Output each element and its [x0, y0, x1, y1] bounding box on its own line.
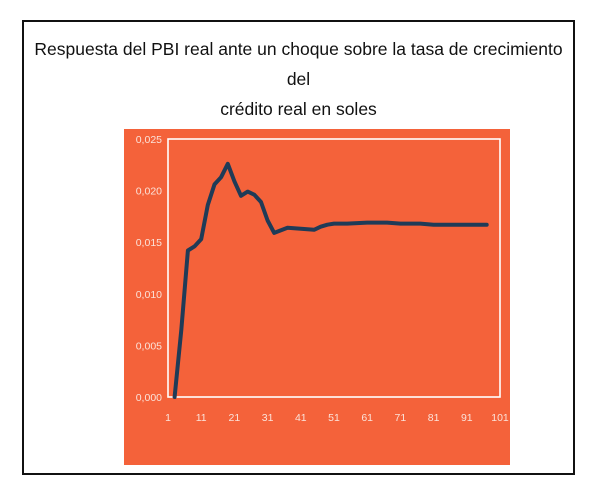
- y-tick-label: 0,020: [136, 186, 162, 198]
- chart-frame: Respuesta del PBI real ante un choque so…: [22, 20, 575, 475]
- x-tick-label: 21: [229, 412, 241, 424]
- x-tick-label: 51: [328, 412, 340, 424]
- x-tick-label: 41: [295, 412, 307, 424]
- chart-background: [124, 129, 510, 465]
- x-tick-label: 101: [491, 412, 509, 424]
- x-tick-label: 11: [196, 412, 207, 424]
- y-tick-label: 0,005: [136, 340, 162, 352]
- series-line: [172, 161, 489, 399]
- x-tick-label: 31: [262, 412, 274, 424]
- x-tick-label: 71: [395, 412, 407, 424]
- y-tick-label: 0,000: [136, 392, 162, 404]
- y-tick-label: 0,015: [136, 237, 162, 249]
- y-tick-label: 0,025: [136, 134, 162, 146]
- x-tick-label: 81: [428, 412, 440, 424]
- chart-title: Respuesta del PBI real ante un choque so…: [24, 34, 573, 124]
- plot-area-border: [167, 138, 501, 398]
- chart-title-line-1: Respuesta del PBI real ante un choque so…: [34, 39, 563, 89]
- x-tick-label: 1: [165, 412, 171, 424]
- x-tick-label: 61: [361, 412, 373, 424]
- x-tick-label: 91: [461, 412, 473, 424]
- chart-title-line-2: crédito real en soles: [220, 99, 377, 119]
- y-tick-label: 0,010: [136, 289, 162, 301]
